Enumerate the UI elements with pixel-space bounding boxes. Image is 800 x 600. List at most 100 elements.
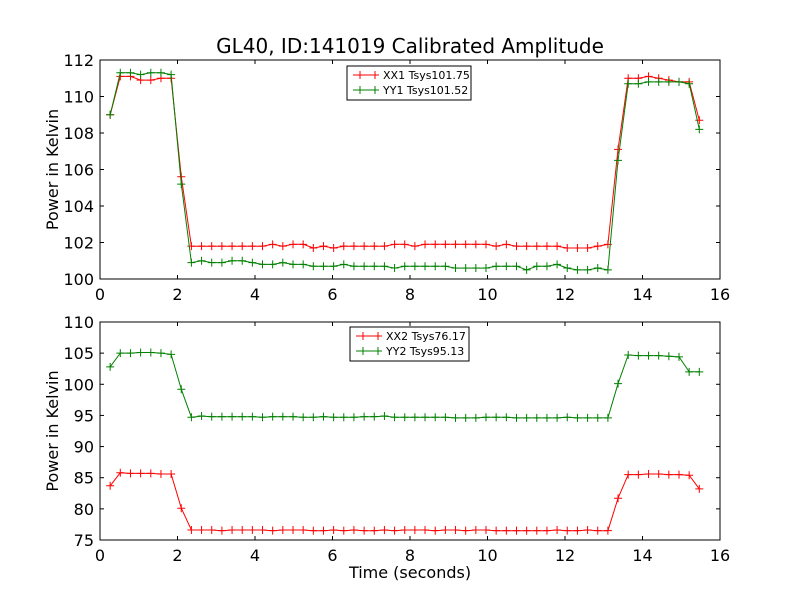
data-point	[349, 413, 358, 422]
x-tick-label: 14	[632, 546, 652, 565]
data-point	[614, 145, 623, 154]
data-point	[512, 262, 521, 271]
y-tick-label: 102	[63, 234, 94, 253]
y-tick-label: 110	[63, 88, 94, 107]
data-point	[390, 526, 399, 535]
y-tick-label: 100	[63, 375, 94, 394]
data-point	[248, 258, 257, 267]
data-point	[207, 242, 216, 251]
data-point	[238, 412, 247, 421]
data-point	[410, 413, 419, 422]
data-point	[329, 413, 338, 422]
series-1	[106, 468, 704, 535]
data-point	[492, 526, 501, 535]
data-point	[502, 240, 511, 249]
data-point	[278, 258, 287, 267]
data-point	[187, 242, 196, 251]
data-point	[542, 526, 551, 535]
data-point	[614, 379, 623, 388]
x-axis-label: Time (seconds)	[348, 563, 471, 582]
data-point	[573, 413, 582, 422]
data-point	[116, 68, 125, 77]
data-point	[654, 351, 663, 360]
legend-marker	[359, 332, 367, 340]
data-point	[370, 412, 379, 421]
data-point	[583, 265, 592, 274]
data-point	[471, 526, 480, 535]
data-point	[156, 469, 165, 478]
data-point	[258, 260, 267, 269]
data-point	[664, 352, 673, 361]
data-point	[258, 242, 267, 251]
data-point	[339, 526, 348, 535]
data-point	[177, 385, 186, 394]
data-point	[329, 526, 338, 535]
data-point	[563, 243, 572, 252]
data-point	[603, 265, 612, 274]
data-point	[146, 76, 155, 85]
data-point	[177, 504, 186, 513]
data-point	[228, 256, 237, 265]
data-point	[603, 526, 612, 535]
data-point	[390, 264, 399, 273]
data-point	[675, 470, 684, 479]
data-point	[319, 242, 328, 251]
data-point	[289, 260, 298, 269]
x-tick-label: 8	[405, 546, 415, 565]
data-point	[553, 413, 562, 422]
data-point	[380, 526, 389, 535]
y-tick-label: 108	[63, 124, 94, 143]
data-point	[461, 413, 470, 422]
x-tick-label: 8	[405, 285, 415, 304]
data-point	[664, 470, 673, 479]
data-point	[319, 262, 328, 271]
data-point	[471, 264, 480, 273]
data-point	[400, 240, 409, 249]
x-tick-label: 2	[172, 285, 182, 304]
data-point	[258, 526, 267, 535]
data-point	[441, 526, 450, 535]
data-point	[644, 77, 653, 86]
series-2	[106, 68, 704, 274]
data-point	[126, 68, 135, 77]
legend-label: XX1 Tsys101.75	[383, 69, 470, 82]
data-point	[421, 526, 430, 535]
data-point	[116, 349, 125, 358]
data-point	[492, 262, 501, 271]
data-point	[380, 412, 389, 421]
data-point	[146, 68, 155, 77]
data-point	[695, 116, 704, 125]
data-point	[685, 471, 694, 480]
data-point	[614, 156, 623, 165]
data-point	[289, 240, 298, 249]
data-point	[634, 470, 643, 479]
data-point	[481, 413, 490, 422]
y-axis-label: Power in Kelvin	[43, 370, 62, 491]
chart-panels: 0 2 4 6 8 10 12 14 16100102104106108110112Power …	[43, 51, 730, 582]
data-point	[278, 412, 287, 421]
data-point	[197, 526, 206, 535]
data-point	[583, 526, 592, 535]
x-tick-label: 2	[172, 546, 182, 565]
data-point	[197, 256, 206, 265]
y-tick-label: 85	[74, 469, 94, 488]
data-point	[634, 351, 643, 360]
data-point	[360, 526, 369, 535]
data-point	[400, 526, 409, 535]
data-point	[339, 260, 348, 269]
data-point	[583, 413, 592, 422]
x-tick-label: 4	[250, 546, 260, 565]
data-point	[563, 413, 572, 422]
data-point	[563, 526, 572, 535]
data-point	[268, 412, 277, 421]
data-point	[431, 526, 440, 535]
data-point	[553, 526, 562, 535]
data-point	[400, 413, 409, 422]
data-point	[349, 526, 358, 535]
data-point	[542, 262, 551, 271]
legend-label: YY2 Tsys95.13	[385, 345, 464, 358]
data-point	[207, 258, 216, 267]
chart-panel-2: 0 2 4 6 8 10 12 14 16 75 80 85 90 95 100 105 110 Power in…	[43, 313, 730, 582]
data-point	[278, 242, 287, 251]
data-point	[268, 260, 277, 269]
